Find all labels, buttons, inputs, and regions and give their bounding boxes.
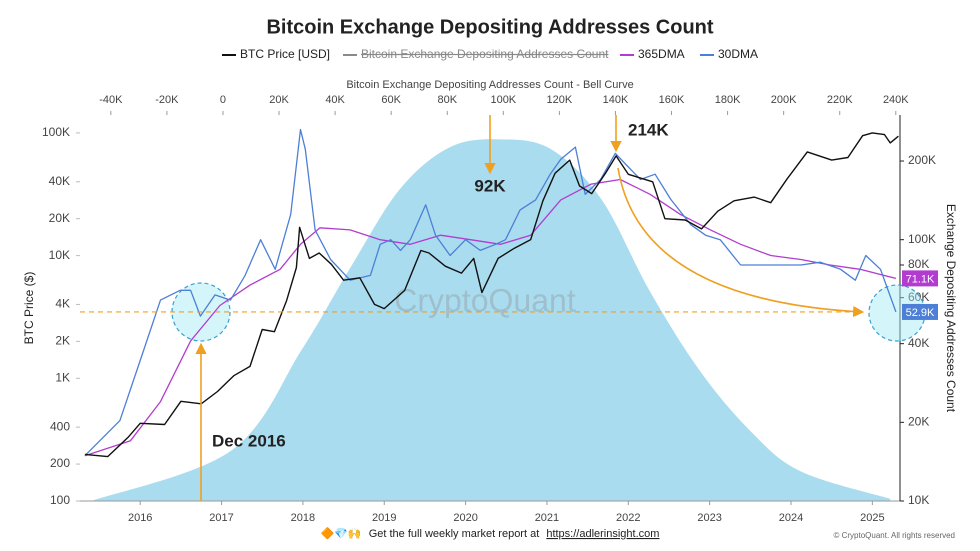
y2-tick-label: 40K [908,336,929,350]
x2-tick-label: 20K [269,94,289,106]
series-line [84,178,897,457]
x-tick-label: 2020 [453,512,477,524]
chart-title: Bitcoin Exchange Depositing Addresses Co… [266,16,713,38]
value-label-box [902,303,938,320]
x2-tick-label: 240K [883,94,909,106]
x-tick-label: 2025 [860,512,884,524]
y-tick-label: 40K [49,174,70,188]
footer: 🔶💎🙌 Get the full weekly market report at… [321,527,660,540]
x-tick-label: 2021 [535,512,559,524]
y-tick-label: 1K [55,370,70,384]
annotation: 214K [628,120,669,139]
legend-label[interactable]: BTC Price [USD] [240,47,330,61]
y2-tick-label: 200K [908,153,936,167]
y-tick-label: 10K [49,248,70,262]
value-label: 52.9K [906,307,935,319]
x-tick-label: 2019 [372,512,396,524]
top-axis-title: Bitcoin Exchange Depositing Addresses Co… [346,79,633,91]
bell-curve-area [91,139,891,502]
footer-text: Get the full weekly market report at [369,528,540,540]
x2-tick-label: 220K [827,94,853,106]
legend-label[interactable]: Bitcoin Exchange Depositing Addresses Co… [361,47,609,61]
y-tick-label: 4K [55,297,70,311]
y2-axis-title: Exchange Depositing Addresses Count [944,204,958,413]
x-tick-label: 2018 [291,512,315,524]
x2-tick-label: 200K [771,94,797,106]
x2-tick-label: 100K [490,94,516,106]
x-tick-label: 2022 [616,512,640,524]
watermark: CryptoQuant [394,282,576,318]
arrow [617,167,865,318]
annotation: 92K [474,176,506,195]
x2-tick-label: -40K [99,94,123,106]
legend-label[interactable]: 30DMA [718,47,758,61]
y-tick-label: 400 [50,419,70,433]
x2-tick-label: 120K [547,94,573,106]
y-axis-title: BTC Price ($) [22,272,36,345]
annotation: Dec 2016 [212,431,286,450]
x2-tick-label: 140K [603,94,629,106]
y2-tick-label: 100K [908,232,936,246]
x-tick-label: 2017 [209,512,233,524]
y2-tick-label: 20K [908,415,929,429]
x2-tick-label: 80K [437,94,457,106]
copyright: © CryptoQuant. All rights reserved [834,531,956,540]
footer-emoji: 🔶💎🙌 [321,527,362,540]
y-tick-label: 20K [49,211,70,225]
x2-tick-label: 60K [381,94,401,106]
x2-tick-label: 40K [325,94,345,106]
plot-area: CryptoQuant 2016 2017 2018 2019 2020 2021 2022 2… [42,94,938,524]
x2-tick-label: -20K [155,94,179,106]
series-line [84,132,899,458]
x2-tick-label: 160K [659,94,685,106]
y-tick-label: 2K [55,334,70,348]
footer-link[interactable]: https://adlerinsight.com [546,528,659,540]
y-tick-label: 100K [42,125,70,139]
y2-tick-label: 60K [908,290,929,304]
y2-tick-label: 80K [908,257,929,271]
y-tick-label: 200 [50,456,70,470]
x2-tick-label: 0 [220,94,226,106]
x-tick-label: 2016 [128,512,152,524]
series-line [84,128,897,457]
y-tick-label: 100 [50,493,70,507]
value-label-box [902,270,938,287]
y2-tick-label: 10K [908,493,929,507]
x2-tick-label: 180K [715,94,741,106]
x-tick-label: 2024 [779,512,803,524]
x-tick-label: 2023 [697,512,721,524]
value-label: 71.1K [906,273,935,285]
legend-label[interactable]: 365DMA [638,47,685,61]
